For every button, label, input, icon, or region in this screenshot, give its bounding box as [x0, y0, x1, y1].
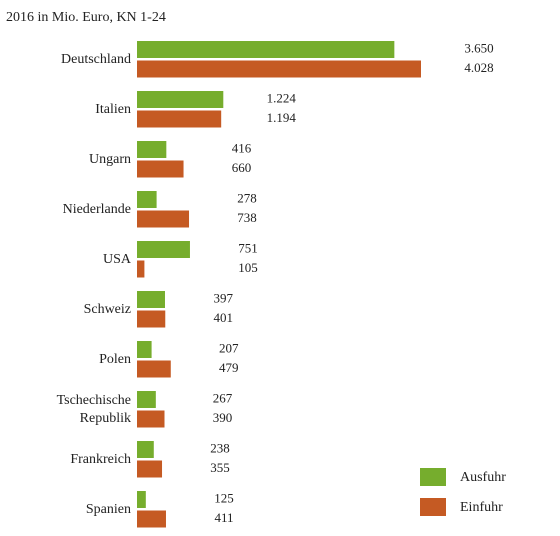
category-label: USA — [103, 252, 132, 267]
legend-label: Einfuhr — [460, 500, 503, 515]
bar — [137, 91, 224, 108]
bar — [137, 510, 166, 528]
bar — [137, 260, 145, 278]
value-label: 1.194 — [267, 110, 297, 125]
bar — [137, 360, 171, 378]
category-label: Frankreich — [70, 452, 131, 467]
value-label: 207 — [219, 340, 239, 355]
category-label: Schweiz — [84, 302, 131, 317]
category-label: Spanien — [86, 502, 131, 517]
bar — [137, 41, 395, 58]
value-label: 1.224 — [267, 90, 297, 105]
bar — [137, 391, 156, 408]
value-label: 238 — [210, 440, 230, 455]
value-label: 4.028 — [464, 60, 493, 75]
category-label: Deutschland — [61, 52, 131, 67]
value-label: 401 — [214, 310, 234, 325]
legend-swatch — [420, 468, 446, 486]
bar — [137, 110, 222, 128]
bar — [137, 291, 165, 308]
bar — [137, 410, 165, 428]
bar — [137, 241, 190, 258]
value-label: 738 — [237, 210, 257, 225]
value-label: 278 — [237, 190, 257, 205]
bar — [137, 460, 163, 478]
bar — [137, 341, 152, 358]
chart-title: 2016 in Mio. Euro, KN 1-24 — [6, 10, 166, 25]
value-label: 125 — [214, 490, 234, 505]
bar — [137, 191, 157, 208]
value-label: 411 — [214, 510, 233, 525]
value-label: 105 — [238, 260, 258, 275]
bar — [137, 160, 184, 178]
bar — [137, 141, 167, 158]
bar — [137, 491, 146, 508]
value-label: 267 — [213, 390, 233, 405]
value-label: 3.650 — [464, 40, 493, 55]
category-label: Tschechische Republik — [57, 393, 131, 426]
value-label: 416 — [232, 140, 252, 155]
category-label: Italien — [95, 102, 131, 117]
value-label: 660 — [232, 160, 252, 175]
category-label: Ungarn — [89, 152, 131, 167]
bar — [137, 310, 166, 328]
category-label: Niederlande — [63, 202, 131, 217]
value-label: 751 — [238, 240, 258, 255]
category-label: Polen — [99, 352, 131, 367]
value-label: 355 — [210, 460, 230, 475]
bar — [137, 441, 154, 458]
value-label: 390 — [213, 410, 233, 425]
value-label: 479 — [219, 360, 239, 375]
legend-label: Ausfuhr — [460, 470, 506, 485]
value-label: 397 — [214, 290, 234, 305]
legend-swatch — [420, 498, 446, 516]
bar — [137, 60, 421, 78]
bar — [137, 210, 190, 228]
